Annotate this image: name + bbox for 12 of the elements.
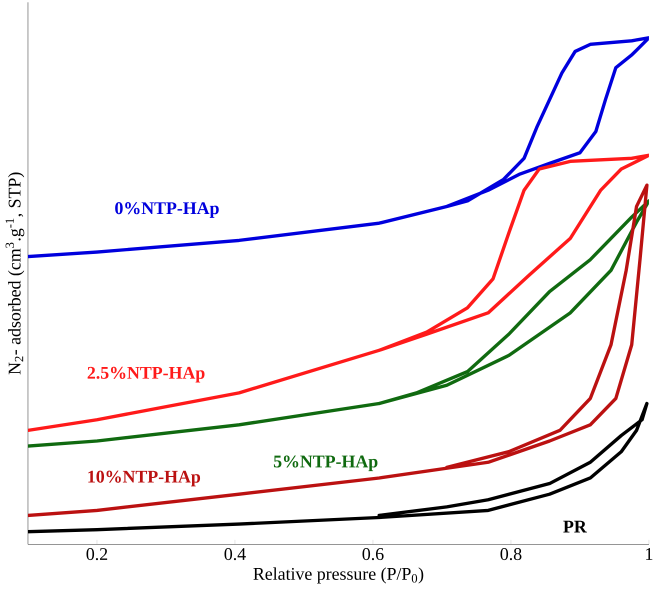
x-axis-title: Relative pressure (P/P$_{0}$): [253, 567, 424, 584]
series-label: 0%NTP-HAp: [115, 202, 219, 218]
series-label: PR: [563, 520, 587, 532]
series-label: 5%NTP-HAp: [274, 455, 378, 472]
x-tick-label: 0.4: [224, 548, 246, 560]
y-axis-title: N$_{2}$- adsorbed (cm$^{3}$.g$^{-1}$, STP): [6, 172, 24, 374]
series-label: 10%NTP-HAp: [88, 470, 200, 486]
x-tick-label: 0.6: [362, 548, 384, 560]
x-tick-label: 0.2: [86, 548, 108, 560]
x-tick-label: 1: [646, 548, 652, 560]
x-tick-label: 0.8: [500, 548, 522, 560]
series-label: 2.5%NTP-HAp: [88, 366, 205, 382]
